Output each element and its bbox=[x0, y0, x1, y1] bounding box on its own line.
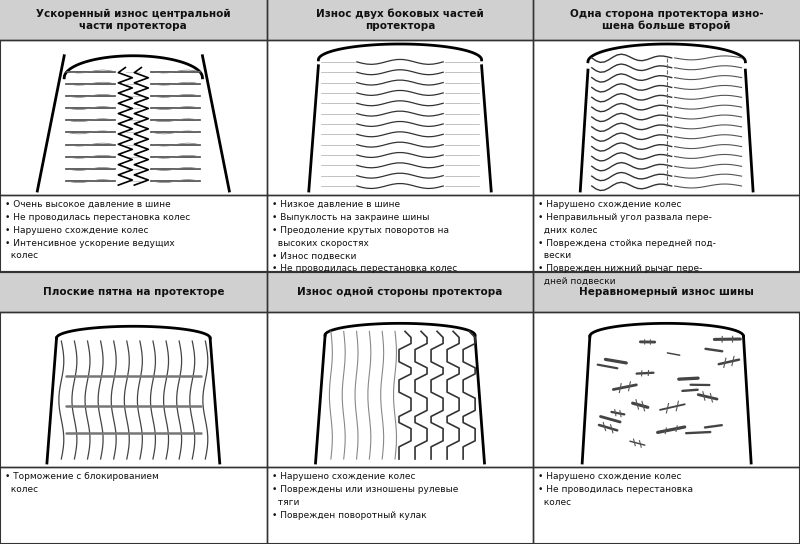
Bar bbox=[534, 272, 800, 544]
Text: Износ одной стороны протектора: Износ одной стороны протектора bbox=[298, 287, 502, 297]
Bar bbox=[266, 0, 534, 272]
Bar bbox=[534, 272, 800, 312]
Text: Неравномерный износ шины: Неравномерный износ шины bbox=[579, 287, 754, 297]
Bar bbox=[266, 0, 534, 40]
Text: • Нарушено схождение колес
• Не проводилась перестановка
  колес: • Нарушено схождение колес • Не проводил… bbox=[538, 472, 694, 506]
Text: Плоские пятна на протекторе: Плоские пятна на протекторе bbox=[42, 287, 224, 297]
Bar bbox=[0, 0, 266, 40]
Text: Износ двух боковых частей
протектора: Износ двух боковых частей протектора bbox=[316, 9, 484, 31]
Bar bbox=[534, 0, 800, 272]
Text: • Нарушено схождение колес
• Неправильный угол развала пере-
  дних колес
• Повр: • Нарушено схождение колес • Неправильны… bbox=[538, 200, 716, 286]
Text: • Нарушено схождение колес
• Повреждены или изношены рулевые
  тяги
• Поврежден : • Нарушено схождение колес • Повреждены … bbox=[272, 472, 458, 520]
Bar bbox=[0, 272, 266, 544]
Text: Одна сторона протектора изно-
шена больше второй: Одна сторона протектора изно- шена больш… bbox=[570, 9, 763, 31]
Text: • Низкое давление в шине
• Выпуклость на закраине шины
• Преодоление крутых пово: • Низкое давление в шине • Выпуклость на… bbox=[272, 200, 457, 273]
Bar bbox=[0, 272, 266, 312]
Text: • Очень высокое давление в шине
• Не проводилась перестановка колес
• Нарушено с: • Очень высокое давление в шине • Не про… bbox=[5, 200, 190, 261]
Text: Ускоренный износ центральной
части протектора: Ускоренный износ центральной части проте… bbox=[36, 9, 230, 31]
Bar bbox=[534, 0, 800, 40]
Bar bbox=[266, 272, 534, 544]
Text: • Торможение с блокированием
  колес: • Торможение с блокированием колес bbox=[5, 472, 159, 494]
Bar bbox=[266, 272, 534, 312]
Bar bbox=[0, 0, 266, 272]
